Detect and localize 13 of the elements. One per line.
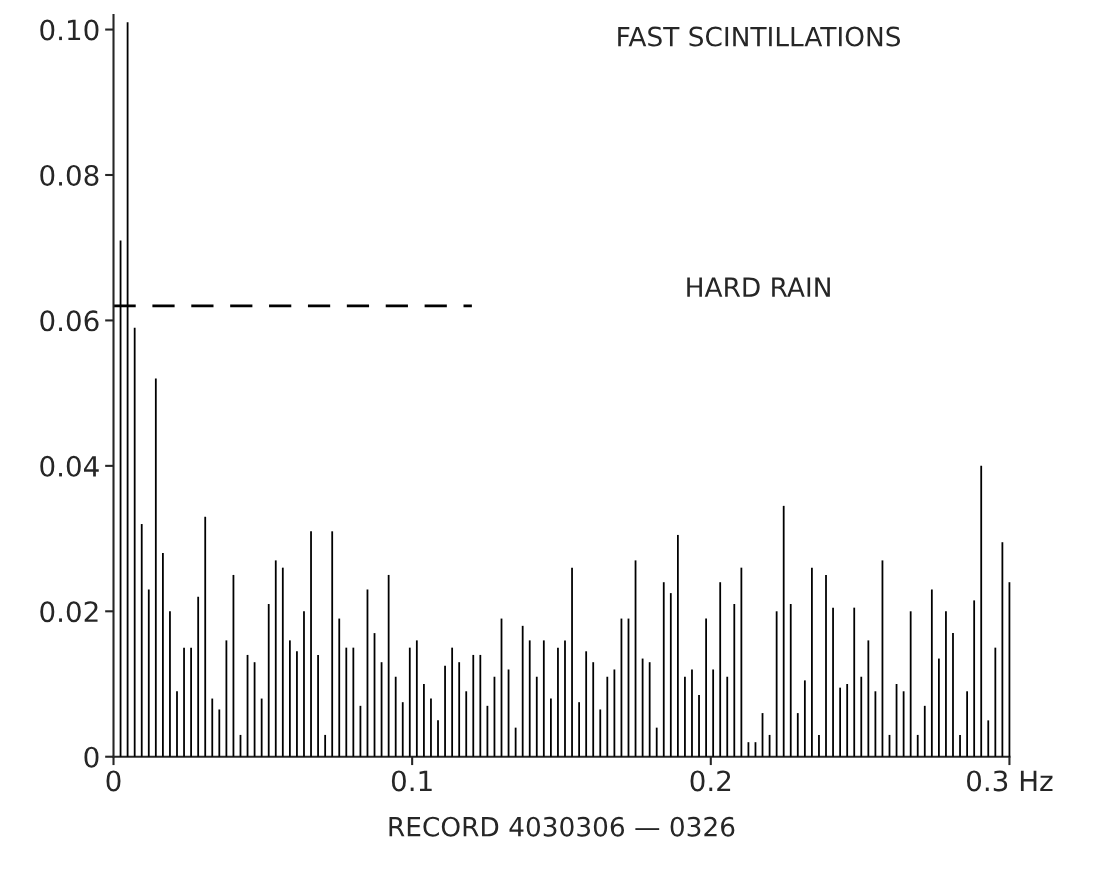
y-tick-label: 0.08 bbox=[40, 164, 99, 186]
chart-title: FAST SCINTILLATIONS bbox=[618, 26, 901, 47]
annotation: HARD RAIN bbox=[687, 277, 830, 297]
x-tick-label: 0.1 bbox=[391, 770, 432, 792]
x-tick-label: 0 bbox=[106, 770, 121, 792]
y-tick-label: 0.02 bbox=[40, 601, 98, 623]
x-axis-title: RECORD 4030306 — 0326 bbox=[389, 816, 735, 837]
y-tick-label: 0.04 bbox=[40, 455, 99, 477]
x-tick-label: 0.3 Hz bbox=[967, 770, 1053, 792]
y-tick-label: 0.06 bbox=[40, 310, 99, 332]
x-tick-label: 0.2 bbox=[690, 770, 731, 792]
y-tick-label: 0 bbox=[84, 746, 99, 768]
y-tick-label: 0.10 bbox=[40, 19, 99, 41]
